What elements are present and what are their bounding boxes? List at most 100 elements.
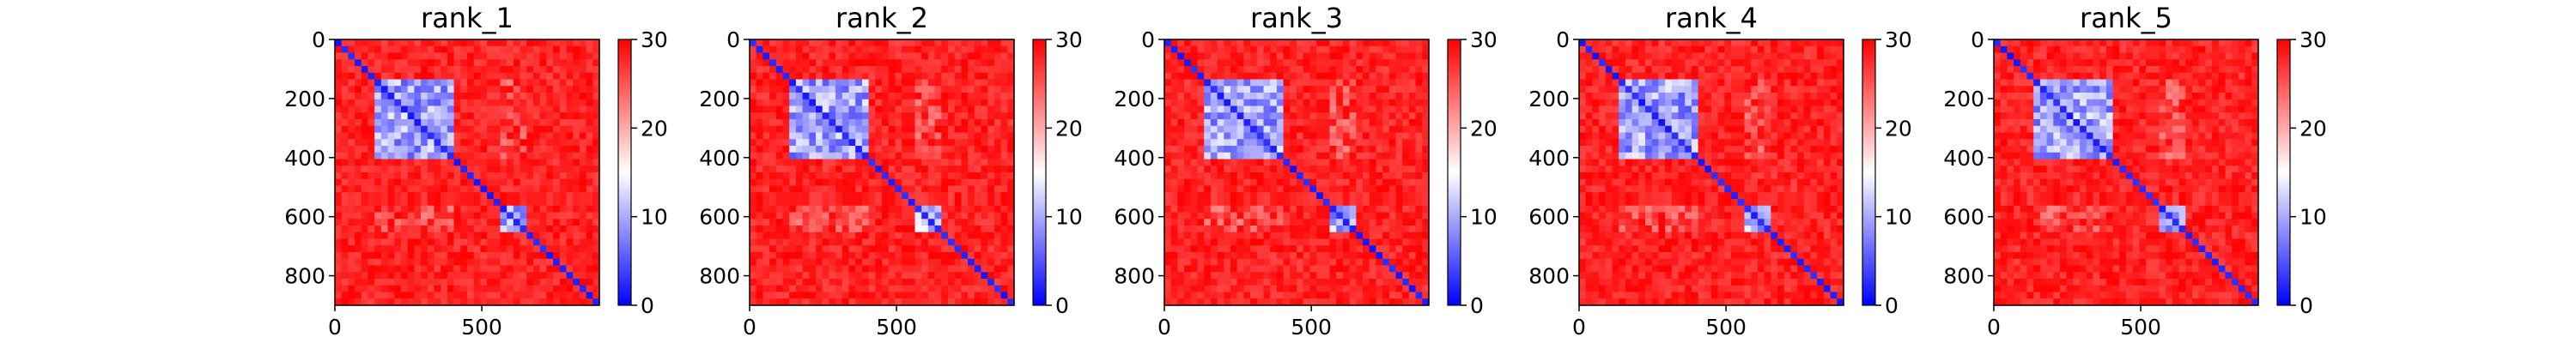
heatmap-cell: [1322, 265, 1331, 273]
heatmap-cell: [1349, 39, 1357, 47]
heatmap-cell: [855, 165, 863, 173]
heatmap-cell: [434, 292, 441, 299]
heatmap-cell: [1177, 252, 1185, 260]
heatmap-cell: [762, 39, 770, 47]
heatmap-cell: [1290, 212, 1297, 220]
heatmap-cell: [453, 39, 461, 47]
heatmap-cell: [539, 119, 547, 127]
heatmap-cell: [902, 298, 909, 306]
heatmap-cell: [795, 159, 804, 166]
heatmap-cell: [1164, 79, 1172, 87]
heatmap-cell: [868, 72, 876, 81]
heatmap-cell: [1007, 45, 1015, 54]
heatmap-cell: [809, 219, 817, 226]
heatmap-cell: [1356, 66, 1364, 74]
heatmap-cell: [1376, 152, 1383, 160]
heatmap-cell: [750, 199, 757, 207]
heatmap-cell: [1184, 226, 1192, 233]
heatmap-cell: [427, 205, 435, 214]
heatmap-cell: [1007, 59, 1015, 67]
heatmap-cell: [1250, 152, 1258, 160]
heatmap-cell: [789, 238, 797, 246]
heatmap-cell: [533, 45, 541, 54]
heatmap-cell: [948, 219, 956, 226]
heatmap-cell: [987, 139, 995, 147]
heatmap-cell: [1217, 258, 1224, 267]
heatmap-cell: [380, 52, 389, 60]
heatmap-cell: [414, 245, 422, 253]
heatmap-cell: [1363, 39, 1370, 47]
heatmap-cell: [816, 72, 823, 81]
heatmap-cell: [368, 146, 375, 153]
heatmap-cell: [394, 272, 402, 280]
heatmap-cell: [809, 178, 817, 187]
heatmap-cell: [487, 178, 495, 187]
heatmap-cell: [908, 159, 916, 166]
heatmap-cell: [1322, 238, 1331, 246]
heatmap-cell: [1415, 298, 1423, 306]
heatmap-cell: [1197, 219, 1205, 226]
heatmap-cell: [513, 39, 521, 47]
heatmap-cell: [954, 132, 962, 140]
heatmap-cell: [1376, 146, 1383, 153]
heatmap-cell: [1415, 59, 1423, 67]
heatmap-cell: [487, 146, 495, 153]
heatmap-cell: [526, 219, 534, 226]
heatmap-cell: [500, 285, 507, 293]
heatmap-cell: [1164, 119, 1172, 127]
heatmap-cell: [1415, 245, 1423, 253]
heatmap-cell: [493, 165, 501, 173]
heatmap-cell: [380, 192, 389, 200]
heatmap-cell: [387, 79, 395, 87]
heatmap-cell: [421, 298, 428, 306]
heatmap-cell: [1336, 105, 1344, 113]
heatmap-cell: [1270, 165, 1278, 173]
heatmap-cell: [1177, 245, 1185, 253]
heatmap-cell: [968, 292, 975, 299]
heatmap-cell: [841, 192, 850, 200]
heatmap-cell: [1243, 132, 1251, 140]
heatmap-cell: [1230, 165, 1238, 173]
heatmap-cell: [756, 298, 763, 306]
heatmap-cell: [769, 72, 777, 81]
heatmap-cell: [1204, 105, 1212, 113]
heatmap-cell: [895, 86, 902, 93]
heatmap-cell: [974, 45, 982, 54]
heatmap-cell: [1210, 285, 1218, 293]
heatmap-cell: [414, 52, 422, 60]
heatmap-cell: [1382, 265, 1390, 273]
heatmap-cell: [868, 292, 876, 299]
heatmap-cell: [934, 146, 942, 153]
heatmap-cell: [566, 252, 574, 260]
heatmap-cell: [526, 245, 534, 253]
heatmap-cell: [380, 285, 389, 293]
heatmap-cell: [380, 232, 389, 240]
heatmap-cell: [368, 265, 375, 273]
heatmap-cell: [882, 125, 890, 134]
heatmap-cell: [927, 132, 936, 140]
heatmap-cell: [888, 279, 896, 286]
heatmap-cell: [473, 52, 481, 60]
heatmap-cell: [1356, 86, 1364, 93]
heatmap-cell: [782, 232, 790, 240]
heatmap-cell: [1376, 192, 1383, 200]
heatmap-cell: [473, 72, 481, 81]
heatmap-cell: [1210, 238, 1218, 246]
heatmap-cell: [1349, 159, 1357, 166]
heatmap-cell: [750, 192, 757, 200]
heatmap-cell: [1190, 226, 1199, 233]
heatmap-cell: [348, 245, 355, 253]
heatmap-cell: [968, 132, 975, 140]
heatmap-cell: [507, 279, 514, 286]
heatmap-cell: [487, 79, 495, 87]
heatmap-cell: [1270, 219, 1278, 226]
heatmap-cell: [835, 72, 843, 81]
heatmap-cell: [895, 238, 902, 246]
heatmap-cell: [1685, 39, 1692, 47]
heatmap-cell: [914, 125, 922, 134]
heatmap-cell: [1342, 159, 1351, 166]
heatmap-cell: [368, 152, 375, 160]
heatmap-cell: [546, 112, 554, 120]
heatmap-cell: [1369, 298, 1376, 306]
heatmap-cell: [981, 265, 988, 273]
